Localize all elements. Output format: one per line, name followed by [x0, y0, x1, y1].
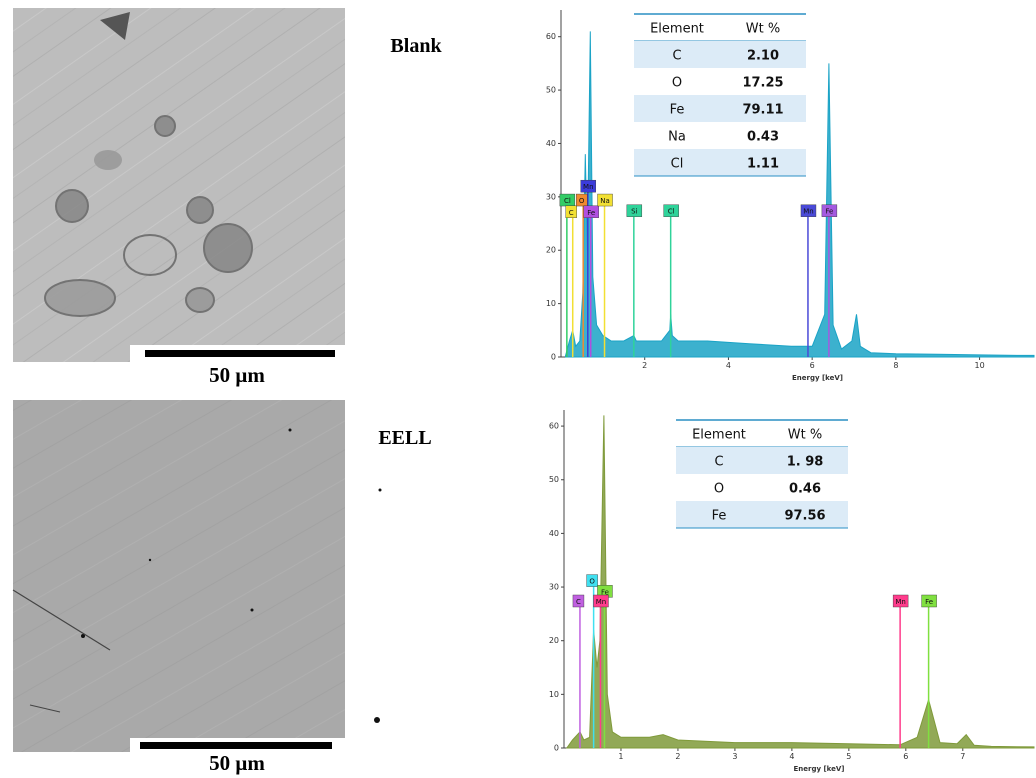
table-cell: C [672, 49, 681, 64]
y-tick-label: 20 [546, 246, 556, 255]
x-tick-label: 5 [846, 752, 851, 761]
x-tick-label: 2 [675, 752, 680, 761]
table-header: Element [692, 428, 746, 443]
peak-label: Fe [587, 209, 595, 217]
table-row [634, 149, 806, 176]
sem-image-blank [13, 8, 470, 362]
peak-label: Si [631, 208, 637, 216]
x-tick-label: 1 [618, 752, 623, 761]
x-tick-label: 6 [810, 361, 815, 370]
sem-label: Blank [390, 35, 442, 57]
table-cell: 0.43 [747, 130, 779, 145]
x-tick-label: 2 [642, 361, 647, 370]
x-tick-label: 4 [789, 752, 794, 761]
y-tick-label: 60 [546, 32, 556, 41]
x-tick-label: 10 [974, 361, 984, 370]
table-cell: 97.56 [784, 509, 825, 524]
peak-label: Mn [596, 598, 606, 606]
y-tick-label: 30 [546, 192, 556, 201]
peak-label: Mn [895, 598, 905, 606]
sem-image-eell [13, 400, 460, 752]
table-row [634, 122, 806, 149]
x-tick-label: 6 [903, 752, 908, 761]
table-cell: 2.10 [747, 49, 779, 64]
table-header: Wt % [788, 428, 822, 443]
table-cell: 17.25 [742, 76, 783, 91]
y-tick-label: 60 [549, 422, 559, 431]
y-tick-label: 20 [549, 636, 559, 645]
table-cell: O [714, 482, 724, 497]
table-header: Wt % [746, 22, 780, 37]
y-tick-label: 0 [551, 353, 556, 362]
scale-bar-label: 50 μm [209, 751, 265, 775]
y-tick-label: 40 [546, 139, 556, 148]
y-tick-label: 0 [554, 744, 559, 753]
x-axis-label: Energy [keV] [793, 765, 844, 773]
peak-label: Cl [564, 197, 571, 205]
figure: Blank 50 μm EELL 50 μm 01020304050602468… [0, 0, 1036, 778]
table-cell: C [714, 455, 723, 470]
table-cell: 1.11 [747, 157, 779, 172]
x-axis-label: Energy [keV] [792, 374, 843, 382]
table-cell: 1. 98 [787, 455, 824, 470]
x-tick-label: 8 [893, 361, 898, 370]
table-header: Element [650, 22, 704, 37]
y-tick-label: 10 [549, 690, 559, 699]
y-tick-label: 10 [546, 299, 556, 308]
table-row [676, 474, 848, 501]
table-cell: 0.46 [789, 482, 821, 497]
peak-label: C [569, 209, 574, 217]
peak-label: Fe [825, 208, 833, 216]
x-tick-label: 3 [732, 752, 737, 761]
scale-bar-label: 50 μm [209, 363, 265, 387]
table-cell: Na [668, 130, 686, 145]
y-tick-label: 50 [549, 475, 559, 484]
peak-label: Na [600, 197, 610, 205]
table-cell: Fe [670, 103, 685, 118]
peak-label: C [576, 598, 581, 606]
sem-label: EELL [378, 427, 431, 449]
y-tick-label: 50 [546, 86, 556, 95]
peak-label: Mn [583, 183, 593, 191]
peak-label: O [579, 197, 585, 205]
table-cell: 79.11 [742, 103, 783, 118]
y-tick-label: 30 [549, 583, 559, 592]
table-cell: Fe [712, 509, 727, 524]
peak-label: Fe [925, 598, 933, 606]
x-tick-label: 7 [960, 752, 965, 761]
peak-label: Cl [668, 208, 675, 216]
table-cell: Cl [671, 157, 684, 172]
peak-label: O [589, 578, 595, 586]
peak-label: Mn [803, 208, 813, 216]
table-row [634, 41, 806, 68]
x-tick-label: 4 [726, 361, 731, 370]
table-cell: O [672, 76, 682, 91]
y-tick-label: 40 [549, 529, 559, 538]
